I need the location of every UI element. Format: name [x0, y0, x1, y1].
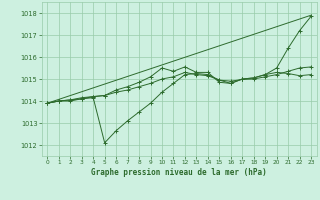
X-axis label: Graphe pression niveau de la mer (hPa): Graphe pression niveau de la mer (hPa) [91, 168, 267, 177]
